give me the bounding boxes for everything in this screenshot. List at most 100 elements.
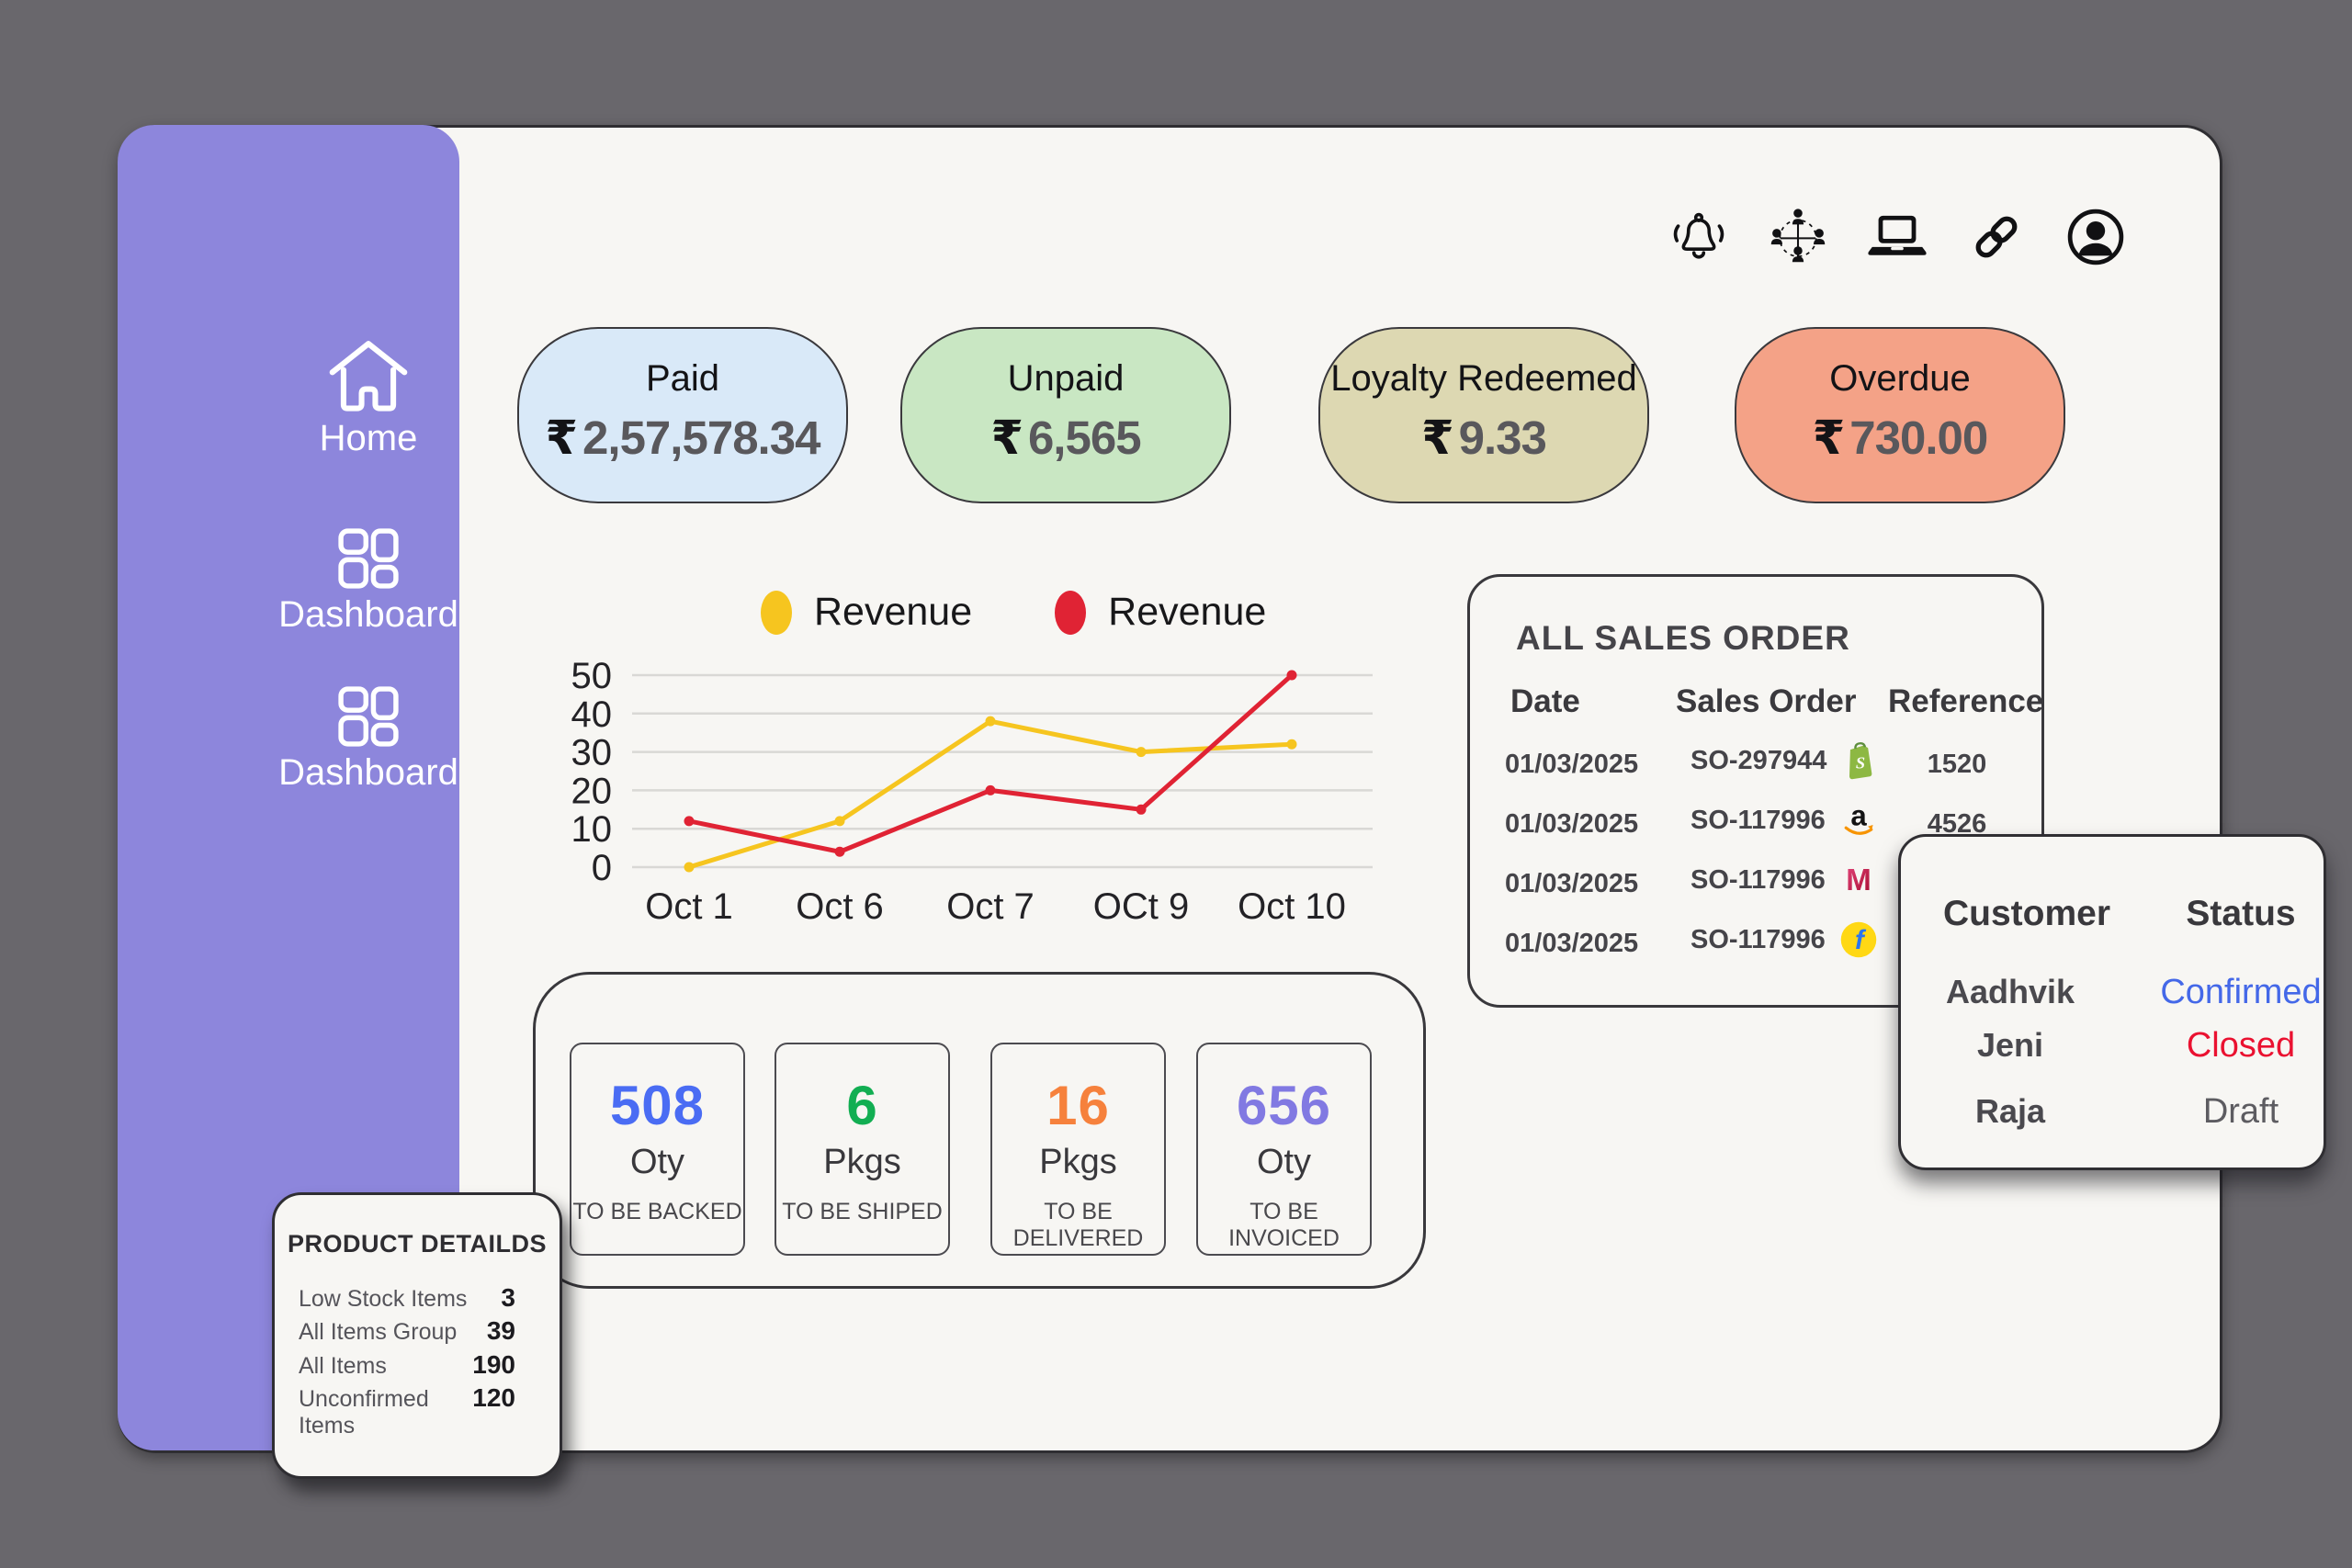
status-badge: Draft (2202, 1092, 2279, 1131)
notification-bell-icon[interactable] (1668, 206, 1730, 268)
sidebar-item-label: Dashboard (278, 594, 458, 635)
order-number: SO-117996 (1690, 864, 1826, 895)
column-header-reference: Reference (1888, 683, 2044, 719)
svg-text:M: M (1846, 863, 1871, 897)
product-details-title: PRODUCT DETAILDS (288, 1230, 547, 1258)
legend-label: Revenue (1108, 590, 1267, 634)
sidebar-item-home[interactable]: Home (254, 333, 483, 459)
loyalty-redeemed-summary-pill[interactable]: Loyalty Redeemed ₹9.33 (1318, 327, 1649, 503)
order-number-cell[interactable]: SO-117996 a (1690, 800, 1879, 840)
stat-caption: TO BE BACKED (572, 1199, 742, 1224)
order-date: 01/03/2025 (1505, 809, 1639, 839)
stat-value: 6 (846, 1075, 878, 1136)
rupee-symbol: ₹ (1812, 412, 1845, 464)
sales-orders-title: ALL SALES ORDER (1516, 619, 1850, 657)
order-number-cell[interactable]: SO-297944 S (1690, 740, 1880, 781)
product-detail-label: Low Stock Items (299, 1286, 468, 1312)
pill-amount: 6,565 (1027, 412, 1142, 464)
product-detail-label: All Items (299, 1353, 387, 1379)
column-header-status: Status (2186, 894, 2296, 933)
chart-legend: Revenue Revenue (761, 590, 1321, 635)
overdue-summary-pill[interactable]: Overdue ₹730.00 (1735, 327, 2065, 503)
product-details-row: Unconfirmed Items 120 (299, 1383, 515, 1439)
home-icon (318, 341, 419, 417)
legend-item-revenue-1[interactable]: Revenue (761, 590, 972, 635)
stat-value: 16 (1046, 1075, 1110, 1136)
pill-amount: 730.00 (1849, 412, 1988, 464)
sidebar-item-label: Home (319, 418, 418, 458)
order-number: SO-297944 (1690, 745, 1827, 775)
legend-label: Revenue (814, 590, 973, 634)
svg-text:OCt 9: OCt 9 (1093, 886, 1189, 927)
product-detail-value: 3 (501, 1283, 515, 1312)
pill-value: ₹6,565 (902, 411, 1229, 466)
stat-unit: Pkgs (823, 1143, 901, 1181)
pill-label: Overdue (1829, 358, 1971, 399)
product-detail-value: 120 (472, 1383, 515, 1412)
shopify-icon: S (1839, 740, 1880, 781)
svg-text:a: a (1850, 800, 1867, 832)
stat-unit: Oty (1256, 1143, 1312, 1181)
flipkart-icon: f (1838, 919, 1879, 960)
to-be-shipped-stat-card: 6 Pkgs TO BE SHIPED (775, 1043, 950, 1256)
topbar-icons (1668, 206, 2127, 268)
legend-item-revenue-2[interactable]: Revenue (1055, 590, 1266, 635)
stat-caption: TO BE INVOICED (1228, 1199, 1340, 1251)
svg-text:30: 30 (571, 733, 613, 773)
stat-value: 508 (609, 1075, 706, 1136)
pill-amount: 2,57,578.34 (582, 412, 820, 464)
svg-text:Oct 6: Oct 6 (796, 886, 884, 927)
svg-text:S: S (1856, 753, 1865, 772)
order-reference: 4526 (1927, 809, 1987, 839)
product-detail-value: 39 (486, 1316, 515, 1345)
order-number: SO-117996 (1690, 924, 1826, 954)
order-reference: 1520 (1927, 750, 1987, 779)
stat-caption: TO BE DELIVERED (1012, 1199, 1144, 1251)
product-details-row: All Items 190 (299, 1350, 515, 1380)
column-header-sales-order: Sales Order (1676, 683, 1857, 719)
pill-label: Paid (645, 358, 720, 399)
rupee-symbol: ₹ (545, 412, 578, 464)
paid-summary-pill[interactable]: Paid ₹2,57,578.34 (517, 327, 848, 503)
order-date: 01/03/2025 (1505, 869, 1639, 898)
fulfillment-stats-container (533, 972, 1426, 1289)
network-people-icon[interactable] (1767, 206, 1829, 268)
svg-text:0: 0 (592, 848, 612, 888)
rupee-symbol: ₹ (990, 412, 1023, 464)
link-icon[interactable] (1965, 206, 2028, 268)
order-number-cell[interactable]: SO-117996 f (1690, 919, 1879, 960)
pill-value: ₹730.00 (1736, 411, 2064, 466)
customer-name: Jeni (1976, 1026, 2044, 1064)
order-date: 01/03/2025 (1505, 929, 1639, 958)
sidebar-item-dashboard-2[interactable]: Dashboard (254, 685, 483, 794)
to-be-delivered-stat-card: 16 Pkgs TO BE DELIVERED (990, 1043, 1166, 1256)
myntra-icon: M (1838, 860, 1879, 900)
stat-caption: TO BE SHIPED (782, 1199, 943, 1224)
svg-text:40: 40 (571, 694, 613, 735)
customer-name: Raja (1974, 1092, 2046, 1130)
order-number-cell[interactable]: SO-117996 M (1690, 860, 1879, 900)
product-detail-value: 190 (472, 1350, 515, 1379)
column-header-customer: Customer (1943, 894, 2111, 933)
pill-amount: 9.33 (1458, 412, 1547, 464)
status-badge: Closed (2186, 1026, 2296, 1065)
pill-value: ₹9.33 (1320, 411, 1647, 466)
order-number: SO-117996 (1690, 805, 1826, 835)
laptop-icon[interactable] (1866, 206, 1928, 268)
user-avatar-icon[interactable] (2064, 206, 2127, 268)
amazon-icon: a (1838, 800, 1879, 840)
product-detail-label: Unconfirmed Items (299, 1386, 429, 1438)
pill-label: Loyalty Redeemed (1330, 358, 1637, 399)
svg-text:f: f (1855, 925, 1867, 955)
product-details-card: PRODUCT DETAILDS Low Stock Items 3 All I… (272, 1192, 562, 1479)
product-detail-label: All Items Group (299, 1319, 458, 1345)
sidebar-item-dashboard-1[interactable]: Dashboard (254, 527, 483, 636)
legend-dot-yellow (761, 590, 792, 635)
sidebar-item-label: Dashboard (278, 752, 458, 793)
unpaid-summary-pill[interactable]: Unpaid ₹6,565 (900, 327, 1231, 503)
status-badge: Confirmed (2160, 973, 2322, 1011)
customer-name: Aadhvik (1945, 973, 2075, 1010)
stat-value: 656 (1236, 1075, 1332, 1136)
